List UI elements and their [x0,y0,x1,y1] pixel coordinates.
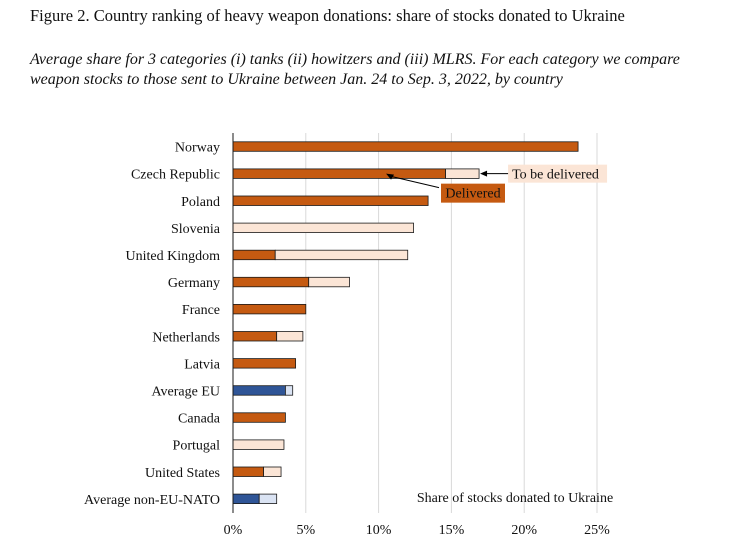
bar-delivered [232,466,264,477]
bar-to-be-delivered [263,466,282,477]
x-tick-label: 10% [366,523,392,538]
category-labels: Norway Czech Republic Poland Slovenia United… [84,141,221,508]
bar-delivered [232,331,278,342]
category-label: Poland [181,195,220,210]
category-label: Czech Republic [131,168,220,183]
bar-delivered [232,249,276,261]
category-label: Average EU [151,384,220,399]
x-tick-label: 0% [224,523,243,538]
x-axis-label: Share of stocks donated to Ukraine [417,491,613,506]
x-tick-label: 5% [296,523,315,538]
bar-delivered [232,141,579,152]
bar-to-be-delivered [274,249,409,261]
x-tick-label: 20% [511,523,537,538]
delivered-label-bg [441,183,505,203]
category-label: Netherlands [152,330,220,345]
bar-delivered [232,195,429,206]
x-tick-labels: 0% 5% 10% 15% 20% 25% [224,523,611,538]
bar-delivered [232,493,260,505]
to-be-delivered-label: To be delivered [512,168,599,183]
figure-title: Figure 2. Country ranking of heavy weapo… [30,6,625,25]
bar-delivered [232,168,446,179]
bar-to-be-delivered [445,168,480,179]
category-label: Canada [178,412,221,427]
bar-to-be-delivered [285,385,294,396]
bar-to-be-delivered [258,493,278,505]
bar-to-be-delivered [276,331,304,342]
category-label: Norway [175,141,220,156]
to-be-delivered-arrow-head [480,170,488,177]
bar-delivered [232,412,286,423]
delivered-arrow-head [386,173,395,180]
category-label: Average non-EU-NATO [84,493,220,508]
annotations: To be delivered Delivered [386,164,608,203]
bar-delivered [232,303,307,315]
to-be-delivered-label-bg [508,164,608,183]
bars [232,141,579,505]
category-label: United Kingdom [126,249,221,264]
category-label: Portugal [173,439,221,454]
category-label: United States [145,466,220,481]
category-label: Latvia [184,357,221,372]
bar-delivered [232,276,310,288]
bar-delivered [232,385,286,396]
x-tick-label: 25% [584,523,610,538]
bar-to-be-delivered [232,439,285,450]
bar-delivered [232,358,297,369]
x-tick-label: 15% [439,523,465,538]
bar-to-be-delivered [232,222,414,234]
category-label: Germany [168,276,220,291]
figure-subtitle: Average share for 3 categories (i) tanks… [30,51,680,88]
category-label: France [182,303,220,318]
category-label: Slovenia [171,222,221,237]
delivered-arrow-line [391,176,440,189]
delivered-label: Delivered [445,187,500,202]
bar-to-be-delivered [308,276,350,288]
